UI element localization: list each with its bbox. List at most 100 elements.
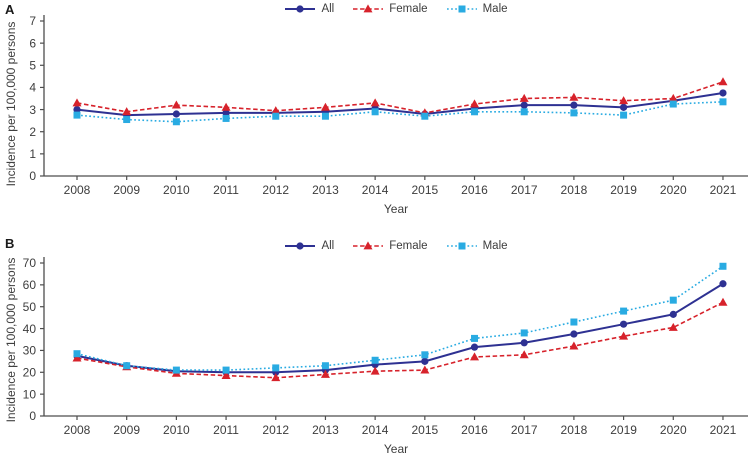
legend-item-female: Female bbox=[352, 239, 428, 253]
triangle-marker bbox=[569, 92, 579, 101]
x-tick-label: 2016 bbox=[461, 423, 488, 437]
panel-a-y-axis-title: Incidence per 100,000 persons bbox=[4, 21, 18, 187]
square-marker bbox=[222, 366, 230, 374]
square-marker bbox=[458, 242, 466, 250]
triangle-marker bbox=[470, 99, 480, 108]
circle-marker bbox=[619, 103, 628, 111]
x-tick-label: 2020 bbox=[660, 183, 687, 197]
panel-b-y-axis-title: Incidence per 100,000 persons bbox=[4, 257, 18, 423]
legend-item-male: Male bbox=[446, 239, 508, 253]
x-tick-label: 2015 bbox=[411, 183, 438, 197]
square-marker bbox=[172, 366, 180, 374]
legend-item-all: All bbox=[284, 2, 334, 16]
x-tick-label: 2008 bbox=[64, 423, 91, 437]
y-tick-label: 30 bbox=[23, 344, 37, 358]
triangle-marker bbox=[569, 341, 579, 350]
legend-label-all: All bbox=[321, 240, 335, 252]
y-tick-label: 4 bbox=[29, 81, 36, 95]
x-tick-label: 2013 bbox=[312, 183, 339, 197]
triangle-marker bbox=[718, 77, 728, 86]
square-marker bbox=[123, 116, 131, 124]
triangle-marker bbox=[619, 96, 629, 105]
y-tick-label: 20 bbox=[23, 365, 37, 379]
triangle-marker bbox=[668, 93, 678, 102]
square-marker bbox=[669, 296, 677, 304]
triangle-marker bbox=[320, 102, 330, 111]
x-tick-label: 2014 bbox=[362, 423, 389, 437]
x-tick-label: 2018 bbox=[561, 423, 588, 437]
series-line-female bbox=[76, 301, 724, 379]
x-tick-label: 2014 bbox=[362, 183, 389, 197]
square-marker bbox=[669, 100, 677, 108]
circle-marker bbox=[669, 310, 677, 318]
circle-marker bbox=[520, 339, 528, 347]
triangle-marker bbox=[221, 102, 231, 111]
x-tick-label: 2021 bbox=[710, 423, 737, 437]
circle-marker bbox=[520, 101, 528, 109]
legend-label-female: Female bbox=[389, 3, 428, 15]
triangle-marker bbox=[72, 98, 82, 107]
x-tick-label: 2018 bbox=[561, 183, 588, 197]
x-tick-label: 2019 bbox=[610, 183, 637, 197]
x-tick-label: 2021 bbox=[710, 183, 737, 197]
square-marker bbox=[421, 112, 429, 120]
legend-label-male: Male bbox=[482, 240, 508, 252]
y-tick-label: 10 bbox=[23, 387, 37, 401]
line-triangle-marker-icon bbox=[353, 4, 384, 13]
panel-a-legend: All Female Male bbox=[44, 2, 748, 16]
x-tick-label: 2011 bbox=[213, 423, 239, 437]
square-marker bbox=[123, 362, 131, 370]
square-marker bbox=[222, 114, 230, 122]
y-tick-label: 3 bbox=[29, 103, 36, 117]
legend-label-all: All bbox=[321, 3, 335, 15]
triangle-marker bbox=[171, 100, 181, 109]
circle-marker bbox=[719, 89, 727, 97]
y-tick-label: 7 bbox=[29, 14, 36, 28]
triangle-marker bbox=[221, 370, 231, 379]
x-tick-label: 2012 bbox=[262, 183, 289, 197]
square-marker bbox=[371, 108, 379, 116]
square-marker bbox=[620, 307, 628, 315]
square-marker bbox=[73, 350, 81, 358]
line-square-marker-icon bbox=[446, 5, 477, 13]
x-tick-label: 2009 bbox=[113, 183, 140, 197]
triangle-marker bbox=[271, 106, 281, 115]
x-tick-label: 2016 bbox=[461, 183, 488, 197]
triangle-marker bbox=[519, 350, 529, 359]
square-marker bbox=[520, 329, 528, 337]
triangle-marker bbox=[668, 322, 678, 331]
square-marker bbox=[570, 109, 578, 117]
x-tick-label: 2019 bbox=[610, 423, 637, 437]
square-marker bbox=[471, 108, 479, 116]
square-marker bbox=[458, 5, 466, 13]
panel-b-legend: All Female Male bbox=[44, 239, 748, 253]
y-tick-label: 0 bbox=[29, 169, 36, 183]
triangle-marker bbox=[718, 297, 728, 306]
line-circle-marker-icon bbox=[285, 242, 316, 250]
square-marker bbox=[570, 318, 578, 326]
triangle-marker bbox=[370, 98, 380, 107]
y-tick-label: 40 bbox=[23, 322, 37, 336]
panel-b-label: B bbox=[5, 236, 15, 251]
y-tick-label: 70 bbox=[23, 256, 37, 270]
x-tick-label: 2012 bbox=[262, 423, 289, 437]
triangle-marker bbox=[122, 107, 132, 116]
square-marker bbox=[172, 118, 180, 126]
circle-marker bbox=[570, 330, 578, 338]
square-marker bbox=[73, 111, 81, 119]
triangle-marker bbox=[420, 365, 430, 374]
triangle-marker bbox=[320, 369, 330, 378]
square-marker bbox=[620, 111, 628, 119]
legend-label-female: Female bbox=[389, 240, 428, 252]
line-square-marker-icon bbox=[446, 242, 477, 250]
square-marker bbox=[421, 351, 429, 359]
panel-a-plot: 0 1 2 3 4 5 6 7 2008 2009 2010 2011 2012 2013 2014 2015… bbox=[29, 14, 748, 197]
square-marker bbox=[471, 334, 479, 342]
circle-marker bbox=[719, 280, 727, 288]
triangle-marker bbox=[519, 93, 529, 102]
y-tick-label: 5 bbox=[29, 58, 36, 72]
legend-label-male: Male bbox=[482, 3, 508, 15]
y-tick-label: 0 bbox=[29, 409, 36, 423]
circle-marker bbox=[619, 320, 628, 328]
